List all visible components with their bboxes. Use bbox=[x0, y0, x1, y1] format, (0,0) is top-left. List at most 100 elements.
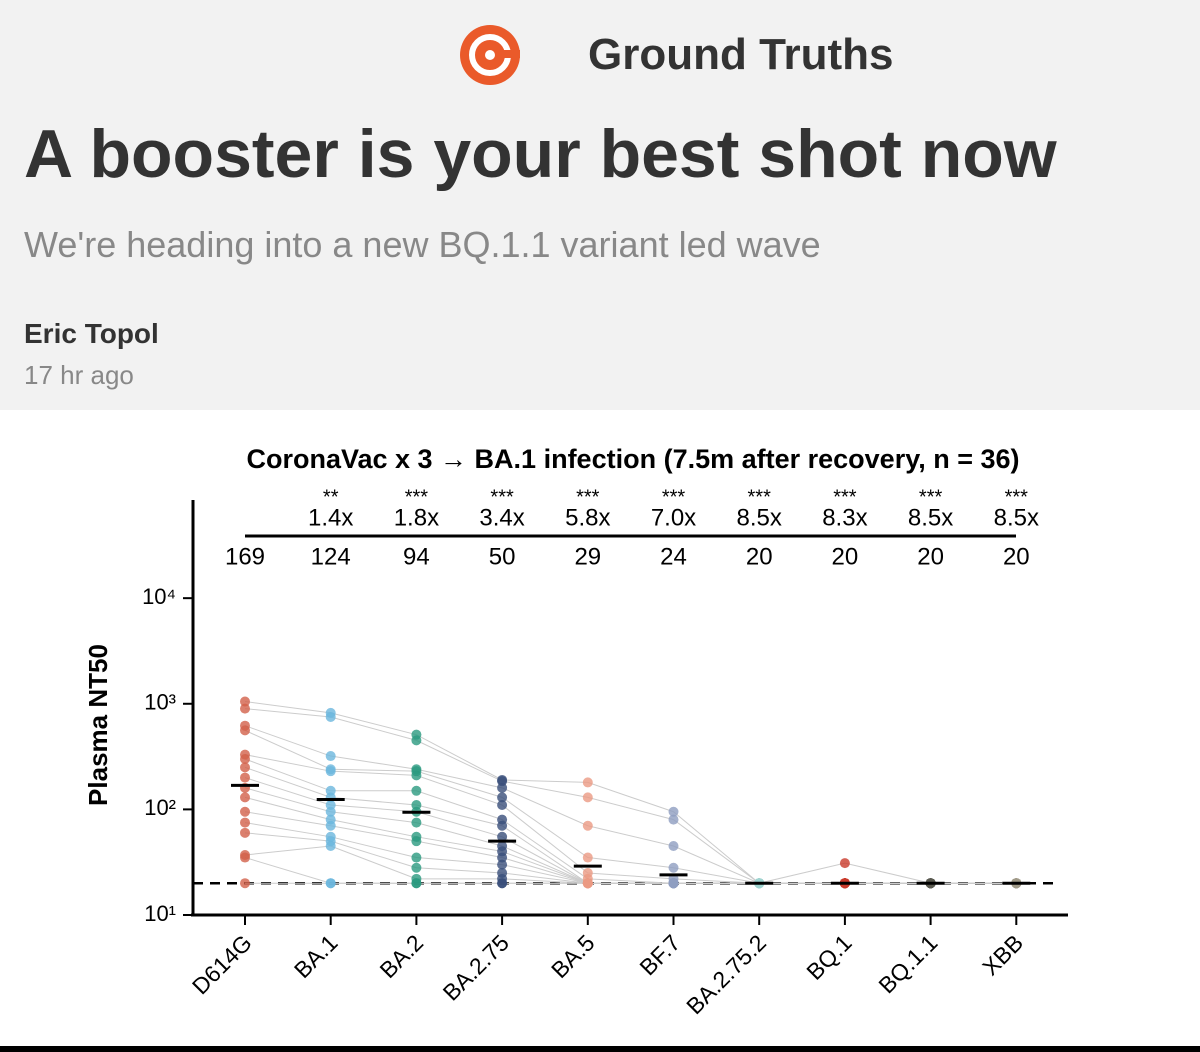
dot bbox=[240, 792, 250, 803]
dot bbox=[668, 806, 679, 817]
article-header: Ground Truths A booster is your best sho… bbox=[0, 0, 1200, 410]
dot bbox=[411, 862, 422, 873]
y-tick-label: 10⁴ bbox=[142, 584, 176, 609]
y-axis-label: Plasma NT50 bbox=[83, 644, 113, 806]
subject-line bbox=[244, 777, 1017, 884]
dot bbox=[411, 836, 422, 847]
x-tick-label: BA.2.75.2 bbox=[681, 929, 771, 1019]
dot bbox=[325, 820, 336, 831]
x-tick-label: D614G bbox=[187, 929, 257, 999]
dot bbox=[240, 762, 250, 773]
dot bbox=[325, 711, 336, 722]
fold-label: 8.5x bbox=[737, 504, 782, 531]
fold-label: 8.3x bbox=[822, 504, 867, 531]
timestamp: 17 hr ago bbox=[24, 360, 134, 390]
subject-line bbox=[244, 701, 1017, 884]
dot bbox=[325, 806, 336, 817]
y-tick-label: 10¹ bbox=[144, 901, 176, 926]
significance: *** bbox=[490, 486, 514, 508]
median-label: 94 bbox=[403, 543, 430, 570]
median-label: 24 bbox=[660, 543, 687, 570]
dot bbox=[497, 878, 508, 889]
median-label: 20 bbox=[1003, 543, 1030, 570]
dot bbox=[411, 817, 422, 828]
dot bbox=[240, 703, 250, 714]
median-label: 20 bbox=[832, 543, 859, 570]
y-tick-label: 10² bbox=[144, 795, 176, 820]
dot bbox=[240, 725, 250, 736]
significance: *** bbox=[748, 486, 772, 508]
x-tick-label: BQ.1.1 bbox=[873, 929, 942, 998]
subject-line bbox=[244, 758, 1017, 884]
fold-label: 3.4x bbox=[479, 504, 524, 531]
bottom-bar bbox=[0, 1046, 1200, 1052]
dot bbox=[411, 785, 422, 796]
y-tick-label: 10³ bbox=[144, 690, 176, 715]
x-tick-label: BA.2.75 bbox=[438, 929, 514, 1005]
dot bbox=[497, 859, 508, 870]
logo[interactable] bbox=[455, 22, 525, 88]
subject-line bbox=[244, 729, 1017, 884]
x-tick-label: BA.5 bbox=[546, 929, 600, 983]
dot bbox=[497, 800, 508, 811]
dot bbox=[497, 820, 508, 831]
publication[interactable]: Ground Truths bbox=[588, 30, 894, 79]
dot bbox=[411, 770, 422, 781]
fold-label: 5.8x bbox=[565, 504, 610, 531]
dot bbox=[240, 696, 250, 707]
subtitle: We're heading into a new BQ.1.1 variant … bbox=[24, 224, 821, 265]
significance: *** bbox=[576, 486, 600, 508]
median-label: 29 bbox=[574, 543, 601, 570]
fold-label: 8.5x bbox=[994, 504, 1039, 531]
significance: ** bbox=[323, 486, 339, 508]
dot bbox=[839, 858, 850, 869]
dot bbox=[497, 831, 508, 842]
dot bbox=[497, 792, 508, 803]
dot bbox=[668, 878, 679, 889]
median-label: 50 bbox=[489, 543, 516, 570]
significance: *** bbox=[662, 486, 686, 508]
dot bbox=[325, 751, 336, 762]
chart-title: CoronaVac x 3 → BA.1 infection (7.5m aft… bbox=[246, 444, 1019, 474]
subject-line bbox=[244, 845, 1017, 884]
dot bbox=[411, 735, 422, 746]
subject-line bbox=[244, 796, 1017, 884]
x-tick-label: BQ.1 bbox=[801, 929, 856, 984]
dot bbox=[240, 817, 250, 828]
median-label: 124 bbox=[311, 543, 351, 570]
dot bbox=[240, 806, 250, 817]
significance: *** bbox=[833, 486, 857, 508]
x-tick-label: BF.7 bbox=[634, 929, 685, 980]
dot bbox=[497, 782, 508, 793]
author[interactable]: Eric Topol bbox=[24, 318, 159, 349]
dot bbox=[240, 827, 250, 838]
dot bbox=[325, 841, 336, 852]
dot bbox=[582, 777, 593, 788]
median-label: 20 bbox=[746, 543, 773, 570]
dot bbox=[325, 878, 336, 889]
fold-label: 1.4x bbox=[308, 504, 353, 531]
subject-line bbox=[244, 822, 1017, 884]
median-label: 20 bbox=[917, 543, 944, 570]
median-label: 169 bbox=[225, 543, 265, 570]
dot bbox=[668, 862, 679, 873]
chart: CoronaVac x 3 → BA.1 infection (7.5m aft… bbox=[0, 444, 1200, 1052]
subject-line bbox=[244, 754, 1017, 884]
dot bbox=[497, 852, 508, 863]
dot bbox=[582, 852, 593, 863]
x-tick-label: XBB bbox=[977, 929, 1028, 980]
dot bbox=[240, 852, 250, 863]
dot bbox=[668, 841, 679, 852]
dot bbox=[668, 814, 679, 825]
subject-line bbox=[244, 811, 1017, 884]
dot bbox=[240, 878, 250, 889]
fold-label: 8.5x bbox=[908, 504, 953, 531]
x-tick-label: BA.1 bbox=[289, 929, 343, 983]
significance: *** bbox=[1005, 486, 1029, 508]
dot bbox=[325, 766, 336, 777]
fold-label: 7.0x bbox=[651, 504, 696, 531]
fold-label: 1.8x bbox=[394, 504, 439, 531]
article-title: A booster is your best shot now bbox=[24, 116, 1057, 192]
dot bbox=[411, 852, 422, 863]
